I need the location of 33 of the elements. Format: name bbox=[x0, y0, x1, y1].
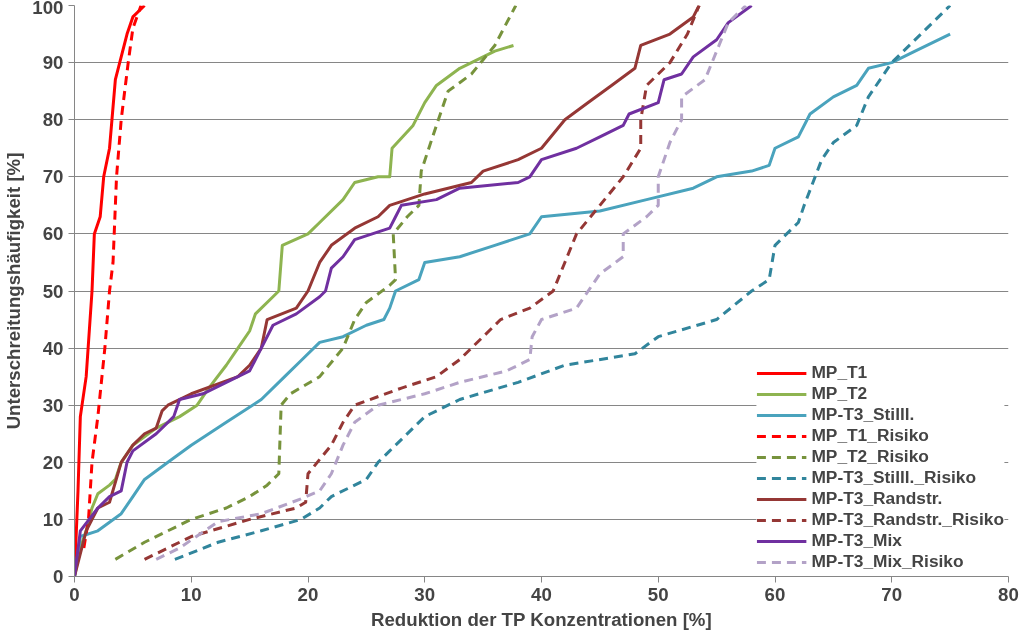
x-tick-label: 10 bbox=[180, 583, 202, 605]
x-tick-label: 40 bbox=[531, 583, 552, 605]
legend-label: MP_T2_Risiko bbox=[811, 446, 929, 467]
x-tick-label: 0 bbox=[69, 583, 80, 605]
y-tick-label: 40 bbox=[42, 337, 64, 359]
x-tick-label: 70 bbox=[881, 583, 903, 605]
legend-label: MP-T3_Randstr. bbox=[811, 488, 943, 509]
x-tick-label: 20 bbox=[297, 583, 319, 605]
line-series bbox=[113, 5, 518, 561]
y-tick-label: 90 bbox=[42, 52, 64, 74]
y-tick-label: 60 bbox=[42, 223, 64, 245]
y-axis-title: Unterschreitungshäufigkeit [%] bbox=[3, 152, 25, 430]
y-tick-label: 20 bbox=[42, 451, 64, 473]
legend-label: MP_T1_Risiko bbox=[811, 425, 929, 446]
legend-label: MP-T3_Mix bbox=[811, 530, 902, 551]
x-tick-label: 50 bbox=[647, 583, 669, 605]
legend-label: MP-T3_Mix_Risiko bbox=[811, 551, 964, 572]
y-tick-label: 30 bbox=[42, 394, 64, 416]
x-tick-label: 60 bbox=[764, 583, 786, 605]
legend-label: MP_T1 bbox=[811, 362, 868, 383]
y-tick-label: 70 bbox=[42, 166, 64, 188]
y-tick-label: 100 bbox=[32, 0, 64, 18]
legend-label: MP-T3_Stilll._Risiko bbox=[811, 467, 977, 488]
legend-label: MP-T3_Stilll. bbox=[811, 404, 915, 425]
legend-label: MP-T3_Randstr._Risiko bbox=[811, 509, 1004, 530]
legend-label: MP_T2 bbox=[811, 383, 868, 404]
y-tick-label: 50 bbox=[42, 280, 64, 302]
y-tick-label: 0 bbox=[53, 566, 64, 587]
x-tick-label: 30 bbox=[414, 583, 436, 605]
y-tick-label: 10 bbox=[42, 508, 64, 530]
x-axis-title: Reduktion der TP Konzentrationen [%] bbox=[371, 608, 712, 630]
y-tick-label: 80 bbox=[42, 109, 64, 131]
x-tick-label: 80 bbox=[998, 583, 1019, 605]
